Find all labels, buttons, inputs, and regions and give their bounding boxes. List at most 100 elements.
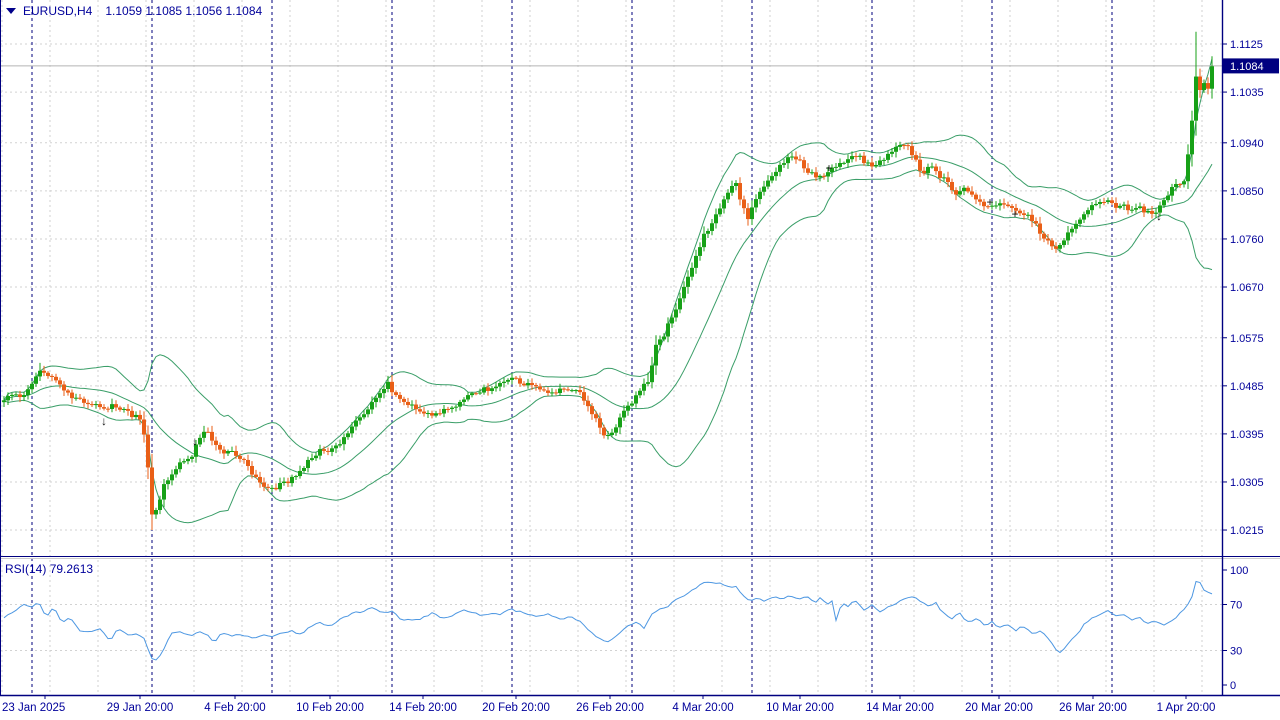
candle xyxy=(1154,212,1158,214)
candle xyxy=(706,230,710,234)
candle xyxy=(418,409,422,412)
candle xyxy=(1006,204,1010,207)
date-tick-label: 26 Feb 20:00 xyxy=(576,702,644,714)
candle xyxy=(630,403,634,406)
ohlc-quotes: 1.1059 1.1085 1.1056 1.1084 xyxy=(105,4,263,18)
candle xyxy=(1034,221,1038,224)
candle xyxy=(378,393,382,398)
candle xyxy=(186,458,190,462)
candle xyxy=(442,408,446,414)
candle xyxy=(1090,205,1094,211)
candle xyxy=(754,199,758,208)
candle xyxy=(670,317,674,324)
candle xyxy=(938,171,942,178)
date-tick-label: 4 Feb 20:00 xyxy=(204,702,265,714)
price-tick-label: 1.0575 xyxy=(1230,333,1264,345)
candle xyxy=(346,433,350,438)
candle xyxy=(1182,181,1186,185)
candle xyxy=(1050,240,1054,247)
candle xyxy=(978,199,982,202)
candle xyxy=(98,404,102,408)
candle xyxy=(178,462,182,470)
candle xyxy=(1002,203,1006,205)
candle xyxy=(38,370,42,377)
date-tick-label: 10 Feb 20:00 xyxy=(296,702,364,714)
time-axis-labels[interactable]: 23 Jan 2025 29 Jan 20:00 4 Feb 20:00 10 Feb… xyxy=(2,695,1215,714)
candle xyxy=(1022,213,1026,216)
candle xyxy=(298,470,302,477)
candle xyxy=(506,379,510,382)
bollinger-lower-line xyxy=(3,169,1213,524)
candle xyxy=(838,163,842,167)
candle xyxy=(434,413,438,416)
candle xyxy=(6,395,10,401)
candle xyxy=(230,451,234,453)
candle xyxy=(1142,206,1146,213)
candle xyxy=(470,393,474,396)
candle xyxy=(1074,223,1078,229)
candle xyxy=(1070,228,1074,233)
candle xyxy=(914,155,918,160)
candle xyxy=(658,339,662,345)
candle xyxy=(502,381,506,384)
rsi-axis-labels[interactable]: 100 70 30 0 xyxy=(1222,565,1248,692)
candle xyxy=(62,384,66,391)
candle xyxy=(730,185,734,193)
candle xyxy=(682,286,686,299)
price-tick-label: 1.0305 xyxy=(1230,477,1264,489)
candle xyxy=(390,381,394,393)
candle xyxy=(894,146,898,152)
candle xyxy=(678,298,682,310)
candle xyxy=(1082,214,1086,220)
current-price-badge-text: 1.1084 xyxy=(1230,61,1264,73)
candle xyxy=(882,159,886,161)
candle xyxy=(226,451,230,454)
candle xyxy=(602,427,606,436)
candle xyxy=(86,402,90,405)
candle xyxy=(790,156,794,158)
candle xyxy=(794,156,798,160)
candle xyxy=(130,410,134,418)
candle xyxy=(814,172,818,178)
candle xyxy=(762,186,766,192)
candle xyxy=(870,162,874,167)
candle xyxy=(238,455,242,459)
candle xyxy=(458,401,462,407)
candle xyxy=(786,157,790,164)
candle xyxy=(618,417,622,428)
candle xyxy=(1106,200,1110,203)
candle xyxy=(218,444,222,450)
symbol-dropdown-icon[interactable] xyxy=(6,8,16,14)
candle xyxy=(318,449,322,456)
candle xyxy=(222,449,226,454)
candle xyxy=(582,392,586,401)
candle xyxy=(1030,214,1034,222)
candle xyxy=(46,372,50,376)
candle xyxy=(758,191,762,200)
candle xyxy=(1114,203,1118,208)
date-tick-label: 20 Feb 20:00 xyxy=(482,702,550,714)
candle xyxy=(554,392,558,394)
candle xyxy=(734,183,738,186)
candle xyxy=(802,160,806,169)
candle xyxy=(94,404,98,406)
candle xyxy=(250,466,254,475)
candle xyxy=(866,162,870,164)
candle xyxy=(290,476,294,484)
candle xyxy=(414,404,418,410)
candle xyxy=(746,208,750,220)
candle xyxy=(718,208,722,215)
price-axis-labels[interactable]: 1.1125 1.1035 1.0940 1.0850 1.0760 1.0670 1.05… xyxy=(1222,39,1279,537)
candle xyxy=(106,408,110,410)
date-tick-label: 14 Mar 20:00 xyxy=(866,702,934,714)
candle xyxy=(742,199,746,209)
candle xyxy=(702,233,706,248)
rsi-tick-label: 30 xyxy=(1230,646,1242,658)
candle xyxy=(518,378,522,384)
candle xyxy=(266,486,270,488)
candle xyxy=(930,166,934,168)
candle xyxy=(874,164,878,167)
candle xyxy=(1018,210,1022,214)
candle xyxy=(190,456,194,459)
